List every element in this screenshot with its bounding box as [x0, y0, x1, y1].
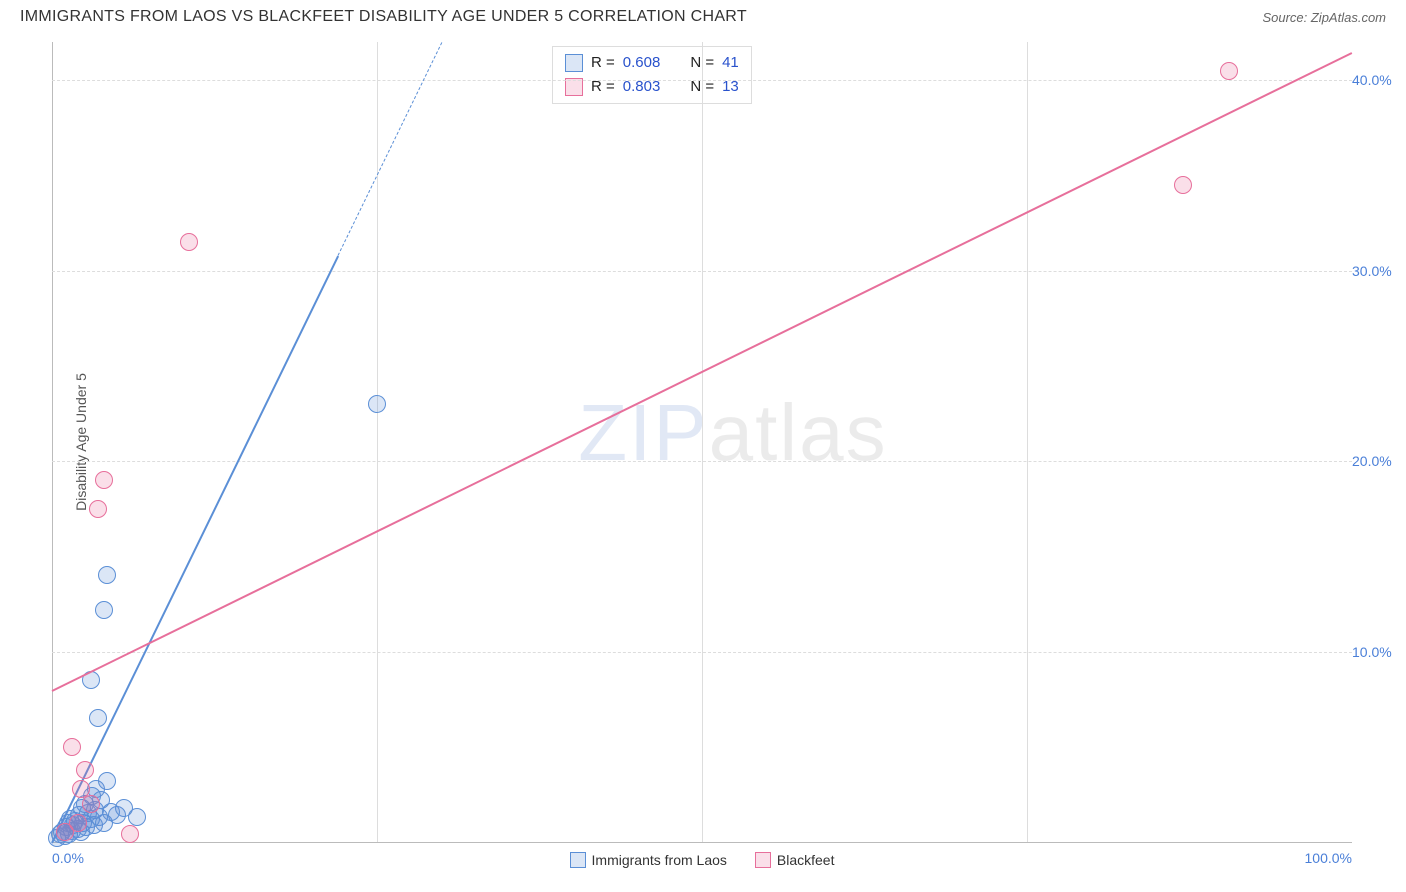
chart-header: IMMIGRANTS FROM LAOS VS BLACKFEET DISABI… [0, 0, 1406, 32]
watermark: ZIPatlas [578, 387, 887, 479]
data-point-blackfeet [1174, 176, 1192, 194]
data-point-laos [89, 709, 107, 727]
chart-title: IMMIGRANTS FROM LAOS VS BLACKFEET DISABI… [20, 8, 747, 26]
data-point-blackfeet [121, 825, 139, 843]
y-axis-title: Disability Age Under 5 [73, 373, 89, 511]
trend-line [338, 42, 443, 256]
gridline-v [377, 42, 378, 842]
correlation-legend: R =0.608N =41R =0.803N =13 [552, 46, 752, 104]
legend-row-laos: R =0.608N =41 [565, 51, 739, 75]
data-point-blackfeet [95, 471, 113, 489]
data-point-laos [98, 566, 116, 584]
data-point-blackfeet [76, 761, 94, 779]
gridline-v [1027, 42, 1028, 842]
y-tick-label: 20.0% [1352, 453, 1406, 469]
data-point-laos [368, 395, 386, 413]
y-tick-label: 10.0% [1352, 644, 1406, 660]
legend-n-value: 13 [722, 75, 739, 99]
legend-swatch [565, 54, 583, 72]
data-point-blackfeet [82, 795, 100, 813]
plot-area: Disability Age Under 5 ZIPatlas R = 0.608… [52, 42, 1352, 842]
legend-item-blackfeet: Blackfeet [755, 852, 835, 868]
legend-r-label: R = [591, 51, 615, 75]
trend-line [51, 256, 339, 844]
x-axis-line [52, 842, 1352, 843]
y-axis-line [52, 42, 53, 842]
data-point-blackfeet [69, 814, 87, 832]
source-attribution: Source: ZipAtlas.com [1262, 10, 1386, 25]
legend-swatch [755, 852, 771, 868]
series-legend: Immigrants from Laos Blackfeet [52, 852, 1352, 868]
legend-r-value: 0.608 [623, 51, 661, 75]
legend-r-value: 0.803 [623, 75, 661, 99]
data-point-blackfeet [89, 500, 107, 518]
legend-n-value: 41 [722, 51, 739, 75]
data-point-laos [95, 601, 113, 619]
correlation-chart: Disability Age Under 5 ZIPatlas R = 0.608… [52, 42, 1352, 842]
y-tick-label: 30.0% [1352, 263, 1406, 279]
legend-row-blackfeet: R =0.803N =13 [565, 75, 739, 99]
legend-r-label: R = [591, 75, 615, 99]
y-tick-label: 40.0% [1352, 72, 1406, 88]
data-point-laos [98, 772, 116, 790]
legend-label: Immigrants from Laos [592, 852, 727, 868]
legend-label: Blackfeet [777, 852, 835, 868]
data-point-blackfeet [63, 738, 81, 756]
watermark-atlas: atlas [709, 388, 888, 477]
data-point-blackfeet [180, 233, 198, 251]
legend-swatch [570, 852, 586, 868]
legend-item-laos: Immigrants from Laos [570, 852, 727, 868]
gridline-v [702, 42, 703, 842]
data-point-laos [128, 808, 146, 826]
data-point-blackfeet [1220, 62, 1238, 80]
